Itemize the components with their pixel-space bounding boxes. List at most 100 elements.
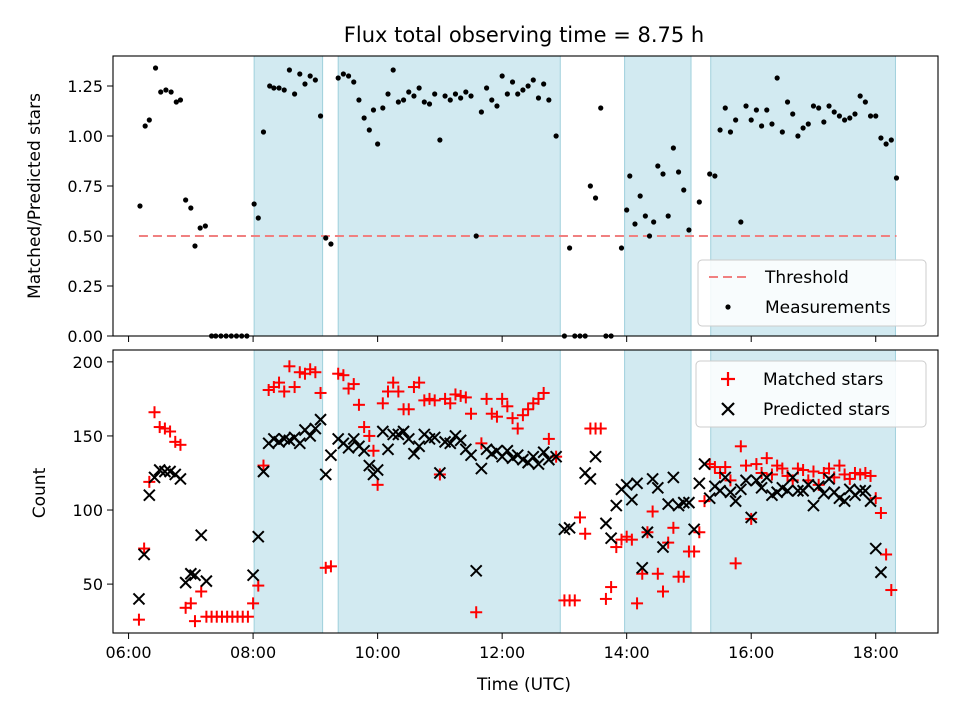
measurement-point bbox=[712, 173, 718, 179]
matched-star-point bbox=[522, 403, 535, 416]
measurement-point bbox=[795, 133, 801, 139]
matched-star-point bbox=[358, 421, 371, 434]
predicted-star-point bbox=[475, 462, 488, 475]
x-tick-label: 08:00 bbox=[230, 643, 276, 662]
matched-star-point bbox=[304, 363, 317, 376]
predicted-star-point bbox=[656, 540, 670, 554]
matched-star-point bbox=[750, 458, 763, 471]
matched-star-point bbox=[693, 526, 706, 539]
matched-star-point bbox=[241, 610, 254, 623]
measurement-point bbox=[158, 89, 164, 95]
ratio-axes-frame bbox=[112, 55, 939, 337]
measurement-point bbox=[380, 105, 386, 111]
matched-star-point bbox=[485, 407, 498, 420]
matched-star-point bbox=[833, 459, 846, 472]
observing-window bbox=[337, 349, 561, 634]
predicted-star-point bbox=[357, 444, 371, 457]
measurement-point bbox=[473, 233, 479, 239]
x-tick-label: 18:00 bbox=[853, 643, 899, 662]
y-tick-label: 0.25 bbox=[67, 277, 103, 296]
matched-star-point bbox=[631, 597, 644, 610]
measurement-point bbox=[494, 103, 500, 109]
matched-star-point bbox=[195, 585, 208, 598]
matched-star-point bbox=[874, 506, 887, 519]
predicted-star-point bbox=[402, 432, 415, 446]
predicted-star-point bbox=[386, 428, 400, 441]
y-tick-label: 150 bbox=[72, 427, 103, 446]
matched-star-point bbox=[444, 397, 457, 410]
predicted-star-point bbox=[760, 471, 773, 484]
matched-star-point bbox=[387, 376, 400, 389]
matched-star-point bbox=[854, 468, 867, 481]
predicted-star-point bbox=[293, 437, 306, 450]
predicted-star-point bbox=[734, 483, 748, 496]
predicted-star-point bbox=[604, 531, 618, 545]
predicted-star-point bbox=[532, 457, 545, 471]
matched-star-point bbox=[869, 492, 882, 505]
measurement-point bbox=[152, 65, 159, 71]
measurement-point bbox=[395, 99, 401, 105]
predicted-star-point bbox=[319, 468, 332, 481]
matched-star-point bbox=[352, 398, 365, 411]
measurement-point bbox=[546, 97, 552, 103]
predicted-star-point bbox=[549, 450, 563, 463]
matched-star-point bbox=[132, 613, 145, 626]
measurement-point bbox=[893, 175, 900, 181]
predicted-star-point bbox=[781, 484, 794, 497]
y-tick-label: 1.00 bbox=[67, 127, 103, 146]
measurement-point bbox=[197, 225, 203, 231]
measurement-point bbox=[361, 115, 367, 121]
matched-star-point bbox=[153, 421, 166, 434]
legend-measurements-swatch bbox=[725, 304, 731, 310]
measurement-point bbox=[302, 81, 308, 87]
measurement-point bbox=[183, 197, 189, 203]
predicted-star-point bbox=[137, 548, 151, 561]
measurement-point bbox=[509, 79, 516, 85]
predicted-star-point bbox=[786, 471, 799, 484]
measurement-point bbox=[637, 193, 643, 199]
measurement-point bbox=[592, 195, 599, 201]
count-legend-box bbox=[695, 360, 927, 428]
measurement-point bbox=[541, 81, 547, 87]
predicted-star-points bbox=[132, 413, 888, 606]
predicted-star-point bbox=[755, 481, 768, 495]
matched-star-point bbox=[496, 392, 509, 405]
matched-star-point bbox=[288, 381, 301, 394]
matched-star-point bbox=[470, 606, 483, 619]
measurement-point bbox=[821, 119, 827, 125]
measurement-point bbox=[292, 91, 298, 97]
matched-star-point bbox=[667, 521, 680, 534]
matched-star-point bbox=[797, 464, 810, 477]
measurement-point bbox=[618, 245, 625, 251]
predicted-star-point bbox=[874, 566, 888, 579]
predicted-star-point bbox=[200, 574, 213, 588]
measurement-point bbox=[312, 77, 318, 83]
matched-star-point bbox=[615, 533, 628, 546]
predicted-star-point bbox=[838, 494, 851, 508]
predicted-star-point bbox=[501, 444, 514, 457]
predicted-star-point bbox=[252, 530, 265, 543]
measurement-point bbox=[447, 97, 453, 103]
matched-star-point bbox=[532, 392, 545, 405]
measurement-point bbox=[317, 113, 324, 119]
predicted-star-point bbox=[687, 523, 701, 536]
x-tick-label: 16:00 bbox=[728, 643, 774, 662]
measurement-point bbox=[535, 95, 542, 101]
measurement-point bbox=[335, 75, 341, 81]
measurement-point bbox=[390, 67, 396, 73]
matched-star-point bbox=[843, 472, 856, 485]
predicted-star-point bbox=[625, 493, 639, 506]
ratio-panel: 0.00 0.25 0.50 0.75 1.00 1.25 Matched/Predict… bbox=[25, 55, 939, 346]
measurement-point bbox=[660, 171, 666, 177]
matched-star-point bbox=[625, 533, 638, 546]
matched-star-point bbox=[309, 366, 322, 379]
measurement-point bbox=[655, 163, 661, 169]
matched-star-point bbox=[257, 459, 270, 472]
predicted-star-point bbox=[303, 429, 317, 443]
predicted-star-point bbox=[589, 450, 602, 463]
matched-star-point bbox=[262, 384, 275, 397]
matched-star-point bbox=[859, 466, 872, 479]
measurement-point bbox=[400, 97, 407, 103]
measurement-points bbox=[137, 65, 900, 339]
measurement-point bbox=[646, 233, 653, 239]
